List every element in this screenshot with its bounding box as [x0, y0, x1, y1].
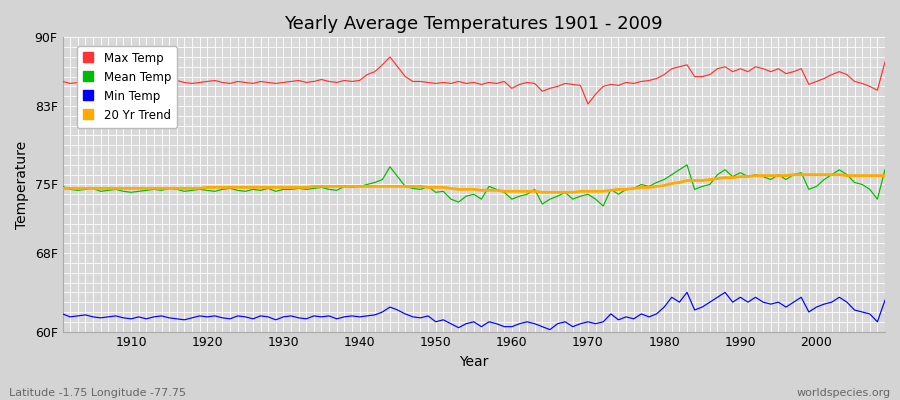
Y-axis label: Temperature: Temperature — [15, 140, 29, 228]
X-axis label: Year: Year — [459, 355, 489, 369]
Text: worldspecies.org: worldspecies.org — [796, 388, 891, 398]
Legend: Max Temp, Mean Temp, Min Temp, 20 Yr Trend: Max Temp, Mean Temp, Min Temp, 20 Yr Tre… — [76, 46, 177, 128]
Title: Yearly Average Temperatures 1901 - 2009: Yearly Average Temperatures 1901 - 2009 — [284, 15, 663, 33]
Text: Latitude -1.75 Longitude -77.75: Latitude -1.75 Longitude -77.75 — [9, 388, 186, 398]
